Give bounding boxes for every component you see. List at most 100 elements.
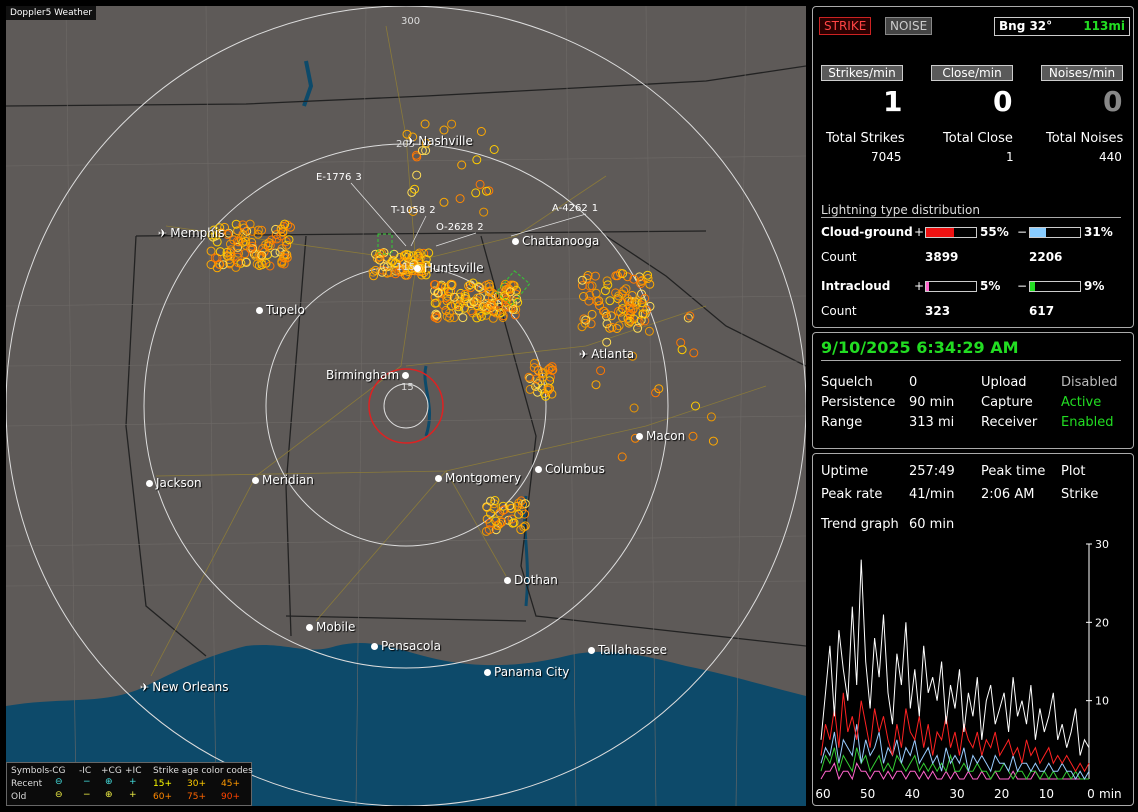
uptime-value: 257:49	[909, 464, 955, 479]
strike-marker	[430, 280, 440, 289]
strike-marker	[496, 308, 506, 317]
strike-marker	[486, 496, 496, 506]
strike-marker	[401, 270, 410, 280]
strike-marker	[497, 517, 506, 527]
strike-marker	[385, 268, 395, 277]
storm-tag-count: 2	[477, 222, 484, 233]
strike-marker	[638, 309, 648, 319]
cg-minus-sign: −	[1017, 225, 1028, 239]
strike-marker	[412, 152, 422, 162]
noise-mode-button[interactable]: NOISE	[885, 17, 933, 35]
x-tick-label: 10	[1039, 787, 1054, 801]
trend-chart: 30 20 10 60 50 40 30 20 10 0 min	[815, 538, 1122, 801]
storm-tag-count: 1	[591, 203, 599, 214]
plot-label: Plot	[1061, 464, 1086, 479]
strike-marker	[606, 311, 616, 321]
datetime-display: 9/10/2025 6:34:29 AM	[821, 338, 1121, 361]
strike-marker	[253, 225, 263, 235]
plot-selector[interactable]: Strike	[1061, 487, 1099, 502]
symbol-legend: Symbols -CG -IC +CG +IC Strike age color…	[6, 762, 253, 806]
city-dot-icon	[256, 307, 263, 314]
lightning-map[interactable]: Doppler5 Weather 300 205 115 15 ✈ Nashville ✈…	[6, 6, 806, 806]
city-panama-city: Panama City	[484, 665, 569, 679]
strike-marker	[272, 234, 282, 244]
total-noises-label: Total Noises	[1046, 131, 1124, 146]
strike-marker	[412, 170, 422, 180]
strike-marker	[417, 146, 427, 156]
storm-tag[interactable]: A-4262 1	[552, 203, 598, 214]
strike-marker	[279, 259, 289, 269]
ring-label-300: 300	[401, 16, 421, 27]
strike-marker	[629, 403, 639, 413]
city-memphis: ✈ Memphis	[158, 226, 224, 240]
strike-mode-button[interactable]: STRIKE	[819, 17, 872, 35]
trend-series-line	[820, 559, 1090, 756]
uptime-label: Uptime	[821, 464, 869, 479]
strike-marker	[611, 271, 621, 281]
range-rings	[6, 6, 806, 806]
x-tick-label: 30	[949, 787, 964, 801]
x-unit-label: min	[1099, 787, 1122, 801]
range-ring	[143, 143, 669, 669]
strike-marker	[400, 251, 410, 261]
strikes-rate: 1	[883, 85, 903, 118]
storm-tag[interactable]: E-1776 3	[316, 172, 362, 183]
strike-marker	[241, 257, 251, 267]
strike-marker	[455, 292, 465, 302]
state-borders	[6, 65, 806, 657]
city-tallahassee: Tallahassee	[588, 643, 667, 657]
status-persistence-k1: Persistence	[821, 395, 896, 410]
strike-marker	[628, 351, 638, 361]
status-squelch-k1: Squelch	[821, 375, 873, 390]
map-canvas	[6, 6, 806, 806]
strike-marker	[580, 318, 590, 328]
strike-marker	[372, 253, 382, 263]
cg-negative-bar	[1029, 227, 1081, 238]
strike-marker	[583, 271, 593, 280]
strike-marker	[533, 365, 543, 375]
city-montgomery: Montgomery	[435, 471, 521, 485]
city-dot-icon	[535, 466, 542, 473]
strike-marker	[466, 299, 476, 309]
strike-marker	[410, 184, 420, 194]
strike-marker	[618, 298, 628, 308]
legend-header-neg-cg: -CG	[49, 766, 66, 776]
city-label: Pensacola	[381, 639, 442, 653]
storm-tag[interactable]: O-2628 2	[436, 222, 484, 233]
strike-marker	[208, 232, 218, 242]
strike-marker	[545, 363, 555, 373]
city-pensacola: Pensacola	[371, 639, 441, 653]
range-ring	[383, 383, 429, 429]
strike-marker	[486, 300, 496, 310]
strike-marker	[223, 230, 233, 239]
city-chattanooga: Chattanooga	[512, 234, 599, 248]
strike-marker	[623, 296, 633, 306]
strike-marker	[591, 380, 601, 390]
airport-icon: ✈	[140, 681, 150, 694]
strike-marker	[577, 275, 587, 285]
city-meridian: Meridian	[252, 473, 314, 487]
city-dot-icon	[402, 372, 410, 379]
ic-negative-pct: 9%	[1084, 279, 1105, 293]
ring-label-205: 205	[396, 139, 416, 150]
bearing-readout: Bng 32° 113mi	[994, 17, 1130, 36]
strike-marker	[415, 254, 425, 264]
status-range-v1: 313 mi	[909, 415, 955, 430]
strike-marker	[612, 324, 622, 333]
city-dot-icon	[306, 624, 313, 631]
strike-marker	[430, 298, 440, 308]
distance-value: 113mi	[1083, 19, 1125, 33]
strike-marker	[617, 452, 627, 462]
strike-marker	[490, 290, 500, 300]
status-range-k1: Range	[821, 415, 863, 430]
strike-marker	[600, 286, 610, 296]
strike-marker	[676, 338, 686, 348]
strike-marker	[278, 227, 288, 237]
status-persistence-v2: Active	[1061, 395, 1102, 410]
strike-marker	[226, 239, 235, 249]
strike-marker	[476, 284, 486, 294]
strike-marker	[446, 301, 456, 311]
storm-tag[interactable]: T-1058 2	[391, 205, 436, 216]
strike-marker	[691, 401, 700, 411]
total-close-value: 1	[1006, 150, 1014, 164]
